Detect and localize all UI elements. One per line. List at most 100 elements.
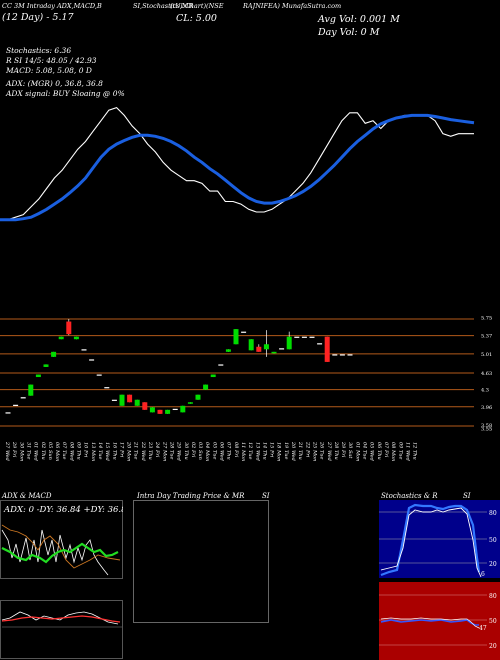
candle-body	[180, 405, 186, 413]
stoch-tick-80: 80	[489, 510, 497, 517]
date-tick-label: 15 Fri	[269, 442, 275, 458]
candle-body	[271, 351, 277, 354]
candle-body	[104, 387, 110, 389]
date-tick-label: 28 Tue	[168, 441, 174, 460]
stochastics-value: Stochastics: 6.36	[6, 46, 72, 55]
avg-volume-label: Avg Vol: 0.001 M	[318, 14, 400, 25]
candle-body	[35, 374, 41, 378]
rsi-white-line	[380, 617, 480, 629]
candle-body	[187, 402, 193, 404]
date-tick-label: 21 Tue	[133, 441, 139, 460]
day-volume-label: Day Vol: 0 M	[318, 27, 380, 38]
candle-body	[172, 408, 178, 411]
candle-body	[81, 349, 87, 351]
date-tick-label: 08 Wed	[68, 442, 74, 461]
candle-body	[13, 404, 19, 406]
date-tick-label: 27 Wed	[326, 441, 332, 461]
date-tick-label: 11 Mon	[240, 442, 246, 461]
candle-body	[210, 374, 216, 378]
date-tick-label: 14 Thu	[261, 442, 267, 460]
close-price-label: CL: 5.00	[176, 13, 217, 24]
candle-body	[157, 409, 163, 414]
intraday-si-label: SI	[262, 492, 270, 500]
price-tick-label: 4.63	[481, 371, 492, 377]
date-tick-label: 10 Fri	[83, 442, 89, 458]
candle-body	[294, 336, 300, 338]
candlestick-chart: 5.75 5.37 5.01 4.63 4.3 3.96 3.583.55	[0, 316, 492, 432]
stoch-tick-50: 50	[489, 537, 497, 544]
adx-white-line	[1, 529, 109, 576]
candle-body	[66, 321, 72, 335]
chart-title-part4: RAJNIFEA) MunafaSutra.com	[243, 2, 342, 10]
rsi-tick-20: 20	[489, 643, 497, 650]
candle-body	[96, 374, 102, 376]
date-tick-label: 04 Tue	[362, 442, 368, 460]
date-tick-label: 09 Thu	[76, 442, 82, 460]
candle-body	[142, 402, 148, 410]
candle-body	[218, 364, 224, 366]
date-tick-label: 04 Mon	[204, 442, 210, 461]
candle-body	[58, 336, 64, 340]
chart-title-part3: (tUl.Chart)(NSE	[170, 2, 224, 10]
candle-body	[317, 343, 323, 345]
rsi-blue-line	[380, 619, 479, 626]
date-tick-label: 17 Fri	[118, 442, 124, 458]
candle-body	[279, 348, 285, 350]
date-tick-label: 01 Wed	[33, 442, 39, 461]
date-tick-label: 08 Mon	[390, 442, 396, 461]
date-tick-label: 28 Thu	[333, 441, 339, 460]
date-tick-label: 03 Sun	[197, 442, 203, 460]
candle-body	[256, 346, 262, 352]
date-tick-label: 25 Mon	[311, 441, 317, 461]
price-tick-label: 3.58	[481, 423, 492, 429]
price-tick-label: 3.96	[481, 405, 492, 411]
price-tick-label: 3.55	[481, 426, 492, 432]
candle-body	[233, 329, 239, 345]
stoch-white-line	[380, 507, 482, 578]
rsi-tick-80: 80	[489, 593, 497, 600]
candle-body	[127, 394, 133, 403]
candle-body	[339, 354, 345, 356]
date-tick-label: 22 Wed	[140, 441, 146, 461]
price-ma-chart	[0, 106, 475, 222]
price-tick-label: 5.37	[481, 334, 492, 340]
candle-body	[73, 336, 79, 340]
stochastics-title: Stochastics & R	[381, 492, 438, 500]
candle-body	[89, 359, 95, 361]
price-line	[0, 106, 474, 221]
candle-body	[263, 344, 269, 350]
date-tick-label: 05 Wed	[369, 442, 375, 461]
candle-body	[165, 409, 171, 414]
date-tick-label: 24 Fri	[154, 441, 160, 458]
stoch-tick-20: 20	[489, 561, 497, 568]
date-tick-label: 22 Fri	[304, 441, 310, 458]
date-tick-label: 13 Mon	[90, 442, 96, 461]
date-tick-label: 12 Thu	[412, 442, 418, 460]
moving-average-line	[0, 113, 475, 222]
date-tick-label: 21 Thu	[297, 441, 303, 460]
candle-body	[347, 354, 353, 356]
date-tick-label: 13 Wed	[254, 442, 260, 461]
candle-body	[195, 394, 201, 400]
date-tick-label: 05 Sun	[47, 442, 53, 460]
chart-title-part2: SI,Stochastics,MR	[133, 2, 194, 10]
rsi-current-value: 47	[479, 625, 487, 632]
date-axis: 27 Wed 29 Fri 30 Mon 31 Tue 01 Wed 02 Thu 05 S…	[4, 441, 418, 461]
date-tick-label: 29 Fri	[11, 441, 17, 458]
date-tick-label: 06 Wed	[219, 442, 225, 461]
chart-title: CC 3M Intraday ADX,MACD,B	[2, 2, 102, 10]
date-tick-label: 08 Fri	[233, 442, 239, 458]
period-label: (12 Day) - 5.17	[2, 12, 74, 23]
date-tick-label: 30 Mon	[18, 442, 24, 461]
price-tick-label: 5.01	[481, 352, 492, 358]
date-tick-label: 11 Wed	[404, 442, 410, 461]
stochastics-si-label: SI	[463, 492, 471, 500]
candle-body	[241, 331, 247, 333]
candle-body	[20, 397, 26, 399]
stoch-rsi-panel: 80 50 20 6 80 50 20 47	[379, 500, 500, 660]
date-tick-label: 23 Thu	[147, 441, 153, 460]
intraday-box	[133, 500, 269, 623]
date-tick-label: 30 Thu	[183, 442, 189, 460]
date-tick-label: 07 Fri	[383, 442, 389, 458]
date-tick-label: 06 Thu	[376, 442, 382, 460]
